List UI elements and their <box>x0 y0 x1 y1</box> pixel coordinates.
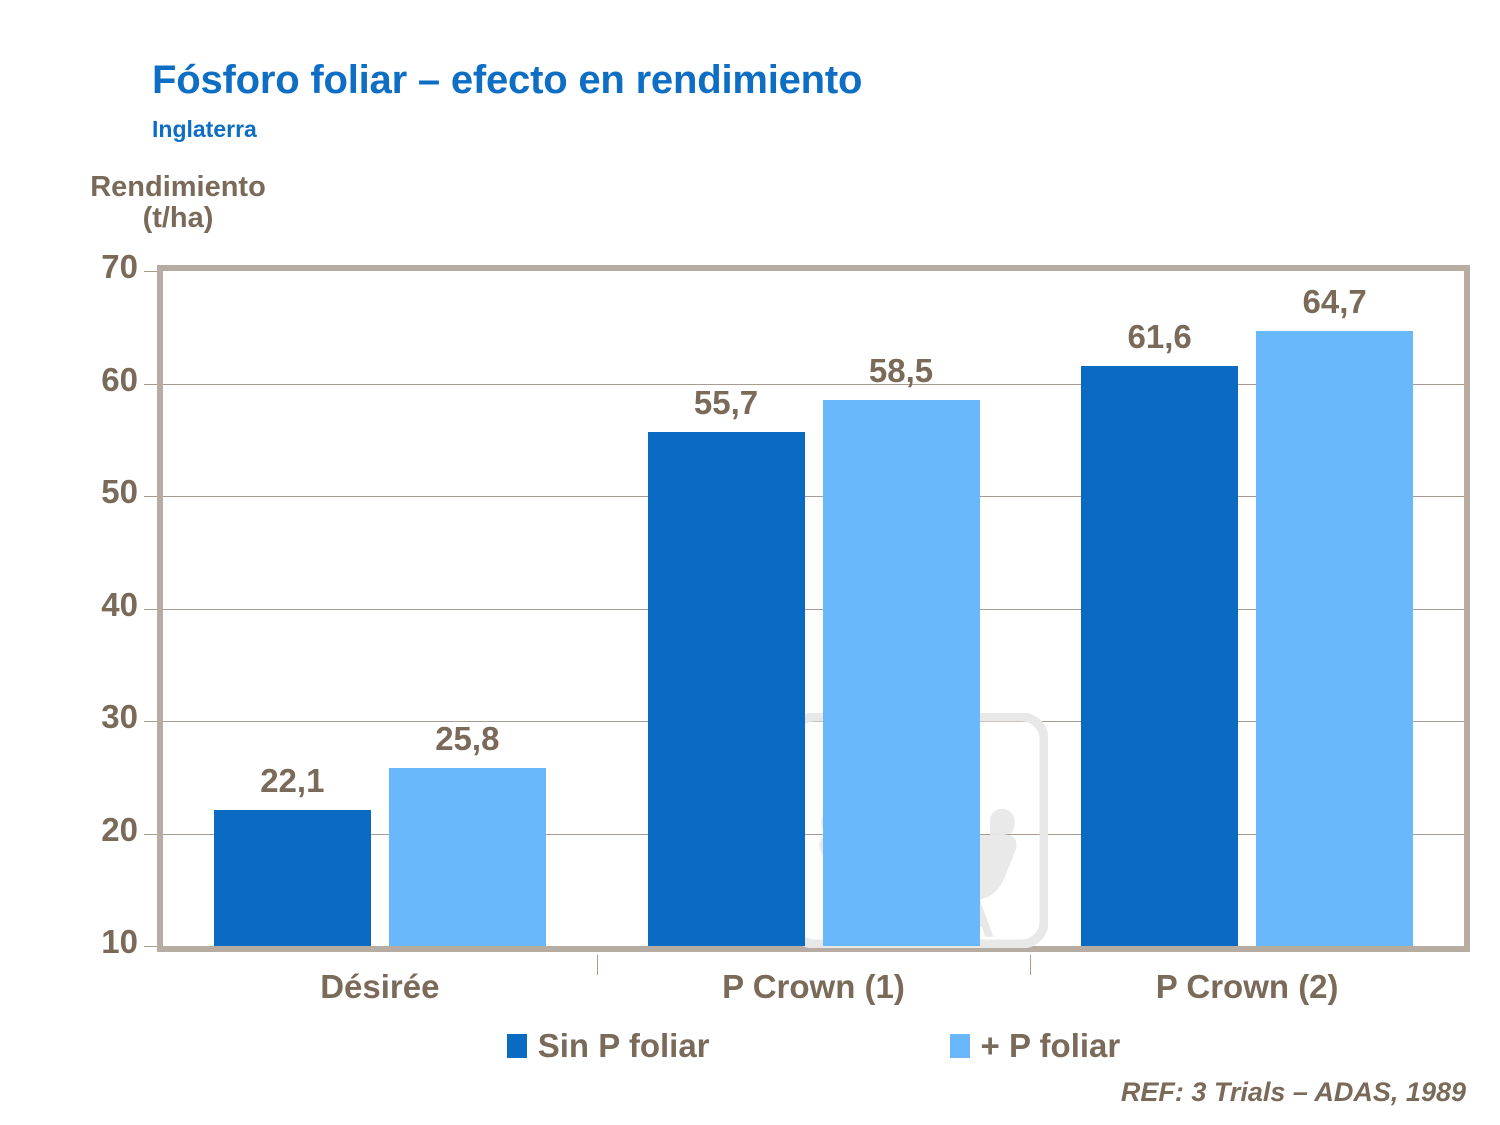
bar-sin-p-foliar[interactable] <box>1081 365 1239 946</box>
y-axis-tick-mark <box>144 608 157 610</box>
y-axis-tick-mark <box>144 721 157 722</box>
legend-label: + P foliar <box>980 1027 1121 1064</box>
y-axis-tick-mark <box>144 383 157 385</box>
y-axis-title: Rendimiento (t/ha) <box>58 171 298 235</box>
x-axis-separator-tick <box>596 955 598 975</box>
chart-subtitle: Inglaterra <box>152 116 257 142</box>
y-axis-title-line2: (t/ha) <box>142 202 214 235</box>
legend-label: Sin P foliar <box>537 1027 710 1064</box>
bar-plus-p-foliar[interactable] <box>822 400 980 946</box>
y-axis-tick-mark <box>144 271 157 272</box>
x-axis-category-label: Désirée <box>320 968 440 1005</box>
y-axis-tick-mark <box>144 833 157 835</box>
legend-item-plus-p-foliar[interactable]: + P foliar <box>949 1027 1121 1065</box>
gridline <box>163 496 1464 497</box>
bar-value-label: 55,7 <box>693 383 759 421</box>
legend-swatch-icon <box>949 1034 970 1058</box>
x-axis-separator-tick <box>1030 955 1032 975</box>
reference-annotation: REF: 3 Trials – ADAS, 1989 <box>1120 1077 1466 1107</box>
x-axis-category-label: P Crown (2) <box>1155 968 1339 1005</box>
bar-plus-p-foliar[interactable] <box>1256 330 1414 946</box>
y-axis-tick-label: 60 <box>101 360 138 398</box>
bar-sin-p-foliar[interactable] <box>213 809 371 946</box>
bar-value-label: 58,5 <box>868 352 934 390</box>
gridline <box>163 608 1464 610</box>
y-axis-tick-label: 30 <box>101 698 138 735</box>
y-axis-tick-label: 70 <box>101 248 138 285</box>
gridline <box>163 383 1464 385</box>
x-axis-category-label: P Crown (1) <box>722 968 905 1005</box>
y-axis-tick-label: 50 <box>101 473 138 510</box>
bar-value-label: 64,7 <box>1302 282 1367 320</box>
bar-sin-p-foliar[interactable] <box>647 431 805 946</box>
y-axis-tick-label: 40 <box>101 585 138 623</box>
page-title: Fósforo foliar – efecto en rendimiento <box>152 58 863 102</box>
y-axis-tick-label: 10 <box>101 923 138 960</box>
y-axis-tick-mark <box>144 496 157 497</box>
y-axis-tick-mark <box>144 946 157 947</box>
plot-inner: YARA <box>163 271 1464 948</box>
legend: Sin P foliar + P foliar <box>157 1027 1470 1065</box>
y-axis-title-line1: Rendimiento <box>90 171 266 203</box>
plot-area: YARA <box>157 265 1470 952</box>
legend-swatch-icon <box>506 1034 527 1058</box>
legend-item-sin-p-foliar[interactable]: Sin P foliar <box>506 1027 710 1065</box>
bar-plus-p-foliar[interactable] <box>388 768 546 946</box>
bar-value-label: 25,8 <box>435 720 500 758</box>
bar-value-label: 61,6 <box>1127 317 1192 355</box>
y-axis-tick-label: 20 <box>101 810 138 848</box>
bar-value-label: 22,1 <box>260 761 325 799</box>
